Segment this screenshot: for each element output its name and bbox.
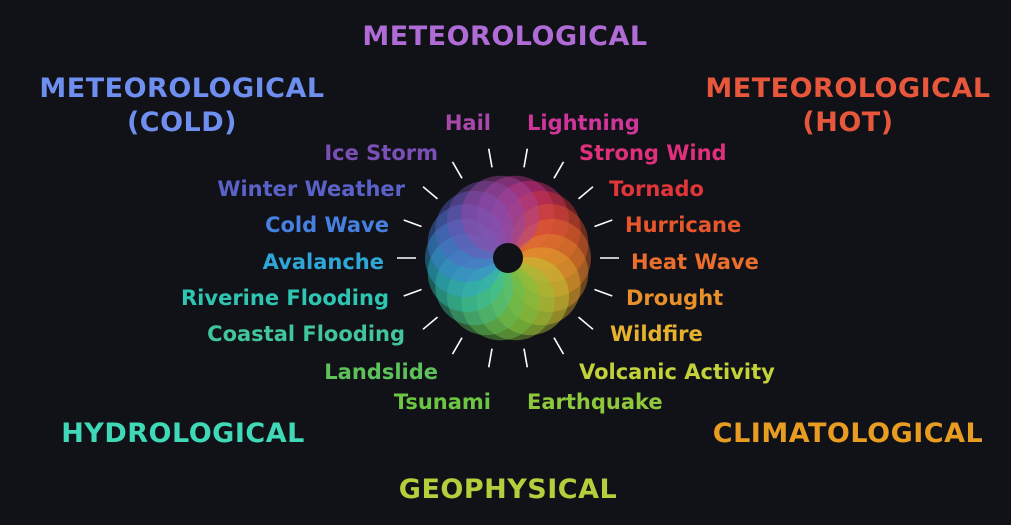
hazard-label-strong-wind: Strong Wind: [579, 141, 727, 165]
petal-cold-wave: [427, 204, 506, 282]
petal-coastal-flooding: [435, 247, 514, 326]
tick-riverine-flooding: [403, 288, 422, 297]
hazard-label-lightning: Lightning: [527, 111, 640, 135]
category-hydrological-label: HYDROLOGICAL: [61, 418, 305, 449]
petal-winter-weather: [435, 190, 514, 269]
petal-volcanic-activity: [491, 257, 569, 336]
petal-drought: [510, 234, 589, 312]
hazard-label-ice-storm: Ice Storm: [324, 141, 438, 165]
hazard-label-avalanche: Avalanche: [262, 250, 384, 274]
hazard-label-tornado: Tornado: [609, 177, 704, 201]
petal-tsunami: [461, 262, 540, 341]
category-climatological: CLIMATOLOGICAL: [690, 417, 1006, 451]
petal-riverine-flooding: [427, 234, 506, 312]
tick-tsunami: [487, 348, 493, 368]
tick-drought: [594, 288, 613, 297]
tick-strong-wind: [553, 161, 565, 179]
category-meteorological-hot: METEOROLOGICAL (HOT): [686, 72, 1010, 140]
tick-lightning: [523, 148, 529, 168]
category-meteorological-cold: METEOROLOGICAL (COLD): [20, 72, 344, 140]
hazard-label-earthquake: Earthquake: [527, 390, 663, 414]
petal-heat-wave: [513, 219, 591, 297]
category-geophysical: GEOPHYSICAL: [360, 473, 656, 507]
hazard-label-cold-wave: Cold Wave: [265, 213, 389, 237]
category-climatological-label: CLIMATOLOGICAL: [712, 418, 984, 449]
petal-tornado: [502, 190, 581, 269]
hazard-label-coastal-flooding: Coastal Flooding: [207, 322, 405, 346]
category-geophysical-label: GEOPHYSICAL: [398, 474, 618, 505]
hazard-label-winter-weather: Winter Weather: [217, 177, 405, 201]
wheel-petals: [425, 175, 591, 341]
wheel-center-hole: [493, 243, 523, 273]
petal-avalanche: [425, 219, 503, 297]
tick-coastal-flooding: [422, 316, 439, 330]
hazard-label-wildfire: Wildfire: [610, 322, 703, 346]
hazard-label-landslide: Landslide: [324, 360, 438, 384]
category-meteorological-cold-line2: (COLD): [126, 107, 238, 138]
category-meteorological-hot-line1: METEOROLOGICAL: [705, 73, 991, 104]
tick-ice-storm: [451, 161, 463, 179]
petal-landslide: [447, 257, 525, 336]
hazard-label-hurricane: Hurricane: [625, 213, 742, 237]
petal-wildfire: [502, 247, 581, 326]
tick-winter-weather: [422, 186, 439, 200]
category-hydrological: HYDROLOGICAL: [30, 417, 336, 451]
petal-lightning: [476, 175, 555, 254]
tick-wildfire: [577, 316, 594, 330]
hazard-label-riverine-flooding: Riverine Flooding: [181, 286, 389, 310]
hazard-label-tsunami: Tsunami: [393, 390, 491, 414]
petal-earthquake: [476, 262, 555, 341]
petal-ice-storm: [447, 180, 525, 259]
petal-strong-wind: [491, 180, 569, 259]
tick-tornado: [577, 186, 594, 200]
category-meteorological-label: METEOROLOGICAL: [362, 21, 648, 52]
hazard-label-heat-wave: Heat Wave: [631, 250, 759, 274]
petal-hail: [461, 175, 540, 254]
hazard-label-hail: Hail: [444, 111, 491, 135]
petal-hurricane: [510, 204, 589, 282]
tick-volcanic-activity: [553, 337, 565, 355]
tick-hail: [487, 148, 493, 168]
hazard-label-drought: Drought: [626, 286, 724, 310]
category-meteorological-hot-line2: (HOT): [802, 107, 894, 138]
hazard-label-volcanic-activity: Volcanic Activity: [579, 360, 775, 384]
tick-cold-wave: [403, 219, 422, 228]
wheel-ticks: [397, 148, 619, 368]
category-meteorological: METEOROLOGICAL: [330, 20, 680, 54]
tick-earthquake: [523, 348, 529, 368]
tick-hurricane: [594, 219, 613, 228]
tick-landslide: [451, 337, 463, 355]
category-meteorological-cold-line1: METEOROLOGICAL: [39, 73, 325, 104]
